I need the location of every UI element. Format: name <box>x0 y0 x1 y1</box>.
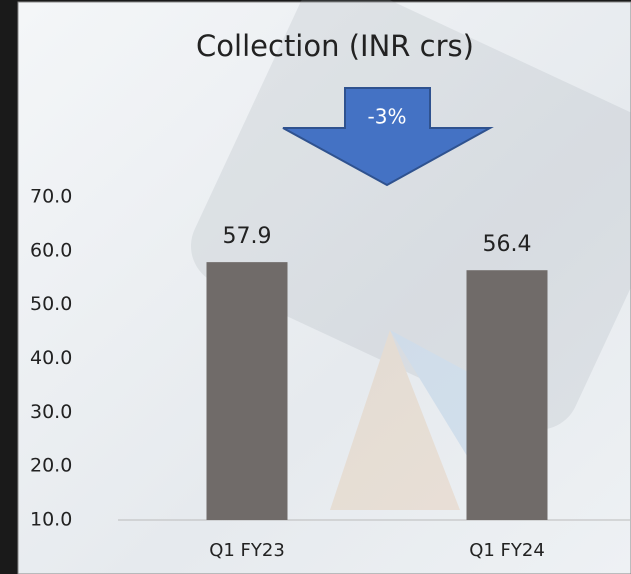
x-tick-label: Q1 FY24 <box>469 540 545 561</box>
change-arrow <box>282 87 494 187</box>
data-label: 57.9 <box>223 224 272 249</box>
y-tick-label: 60.0 <box>30 239 72 261</box>
x-tick-label: Q1 FY23 <box>209 540 285 561</box>
change-label: -3% <box>368 105 407 129</box>
y-tick-label: 40.0 <box>30 347 72 369</box>
data-label: 56.4 <box>483 232 532 257</box>
y-tick-label: 10.0 <box>30 509 72 531</box>
y-tick-label: 70.0 <box>30 186 72 208</box>
y-tick-label: 30.0 <box>30 401 72 423</box>
bar <box>466 270 548 520</box>
y-tick-label: 50.0 <box>30 293 72 315</box>
chart-title: Collection (INR crs) <box>196 29 474 63</box>
bar <box>206 262 288 520</box>
y-tick-label: 20.0 <box>30 455 72 477</box>
